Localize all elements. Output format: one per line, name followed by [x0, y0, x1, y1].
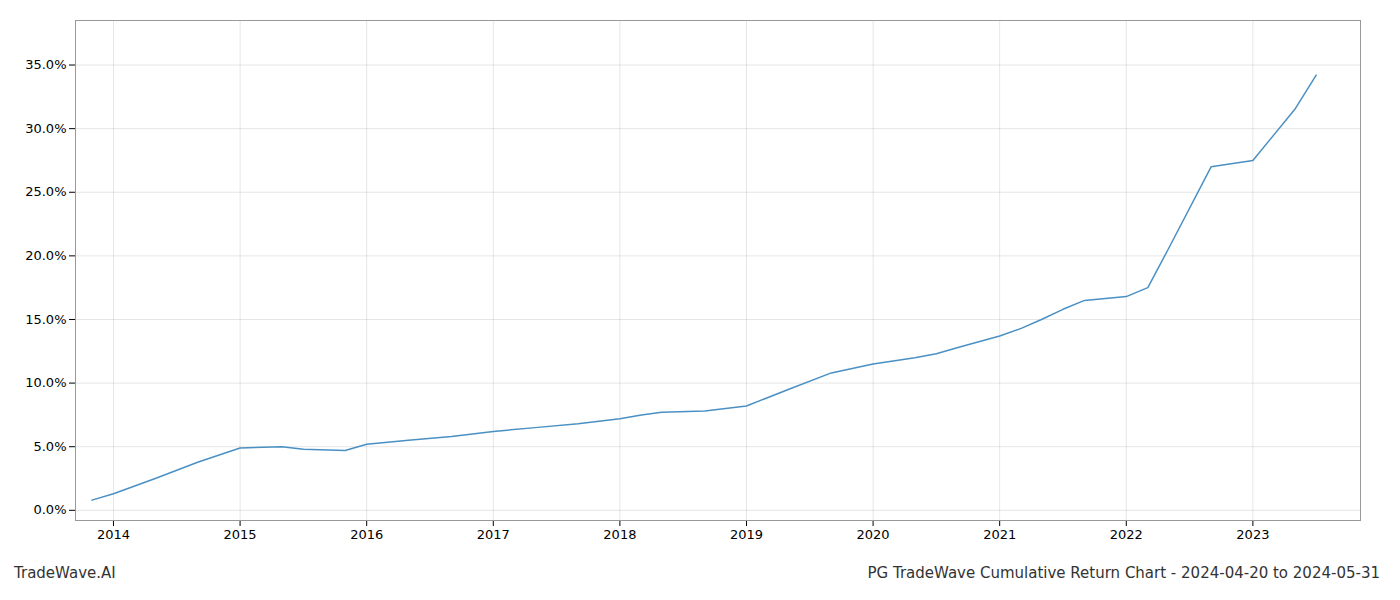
svg-text:30.0%: 30.0% [25, 121, 66, 136]
svg-text:2019: 2019 [730, 527, 763, 542]
svg-text:35.0%: 35.0% [25, 57, 66, 72]
svg-text:2015: 2015 [224, 527, 257, 542]
svg-text:20.0%: 20.0% [25, 248, 66, 263]
svg-text:2018: 2018 [603, 527, 636, 542]
svg-text:5.0%: 5.0% [33, 439, 66, 454]
svg-text:2014: 2014 [97, 527, 130, 542]
html-text:PG TradeWave Cumulative Return: PG TradeWave Cumulative Return Chart - 2… [867, 564, 1380, 582]
svg-text:2023: 2023 [1236, 527, 1269, 542]
svg-text:2016: 2016 [350, 527, 383, 542]
svg-text:2022: 2022 [1110, 527, 1143, 542]
svg-text:10.0%: 10.0% [25, 375, 66, 390]
svg-text:0.0%: 0.0% [33, 502, 66, 517]
svg-text:25.0%: 25.0% [25, 184, 66, 199]
svg-text:2021: 2021 [983, 527, 1016, 542]
html-text:TradeWave.AI: TradeWave.AI [14, 564, 116, 582]
svg-text:2017: 2017 [477, 527, 510, 542]
svg-text:2020: 2020 [857, 527, 890, 542]
svg-text:15.0%: 15.0% [25, 312, 66, 327]
